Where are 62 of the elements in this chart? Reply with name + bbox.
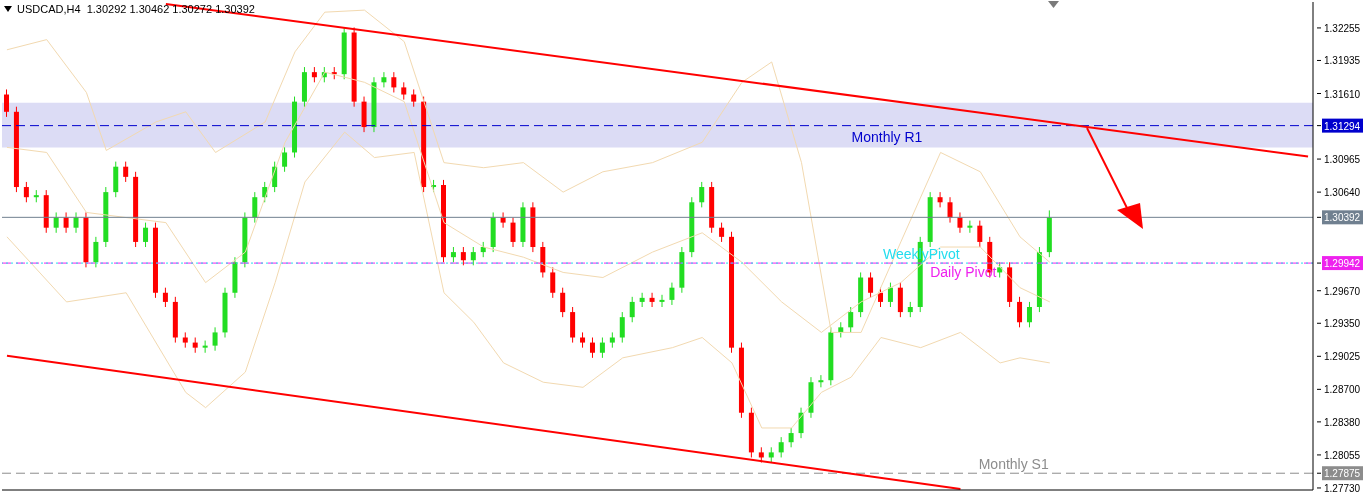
y-tick-label: 1.28700 bbox=[1324, 384, 1361, 396]
y-tick-label: 1.29942 bbox=[1324, 258, 1361, 270]
y-tick-label: 1.29670 bbox=[1324, 285, 1361, 297]
candlestick bbox=[1026, 301, 1032, 328]
y-tick-label: 1.28380 bbox=[1324, 416, 1361, 428]
y-tick-label: 1.31610 bbox=[1324, 88, 1361, 100]
y-tick-label: 1.30392 bbox=[1324, 212, 1361, 224]
y-tick-label: 1.30640 bbox=[1324, 187, 1361, 199]
candlestick bbox=[639, 292, 645, 308]
candlestick bbox=[967, 220, 973, 234]
candlestick bbox=[848, 306, 854, 333]
candlestick bbox=[868, 271, 874, 299]
candlestick bbox=[818, 374, 824, 388]
candlestick bbox=[53, 211, 59, 234]
candlestick bbox=[947, 196, 953, 224]
candlestick bbox=[887, 282, 893, 308]
y-tick-label: 1.27730 bbox=[1324, 482, 1361, 494]
y-tick-label: 1.32255 bbox=[1324, 22, 1361, 34]
candlestick bbox=[143, 222, 149, 248]
candlestick bbox=[629, 296, 635, 323]
candlestick bbox=[381, 71, 387, 88]
candlestick bbox=[659, 294, 665, 308]
candlestick bbox=[788, 427, 794, 448]
candlestick bbox=[977, 220, 983, 248]
ref-line-label: Monthly S1 bbox=[978, 456, 1049, 473]
ref-line-label: Monthly R1 bbox=[851, 128, 923, 145]
candlestick bbox=[669, 282, 675, 306]
candlestick bbox=[123, 161, 129, 183]
candlestick bbox=[162, 287, 168, 308]
candlestick bbox=[1017, 296, 1023, 328]
candlestick bbox=[510, 217, 516, 248]
candlestick bbox=[937, 191, 943, 208]
candlestick bbox=[202, 340, 208, 354]
candlestick bbox=[599, 337, 605, 359]
candlestick bbox=[470, 246, 476, 266]
candlestick bbox=[699, 181, 705, 208]
candlestick bbox=[93, 236, 99, 268]
candlestick bbox=[957, 211, 963, 234]
y-tick-label: 1.29025 bbox=[1324, 351, 1361, 363]
candlestick bbox=[560, 287, 566, 318]
y-tick-label: 1.27875 bbox=[1324, 468, 1361, 480]
y-tick-label: 1.31935 bbox=[1324, 55, 1361, 67]
candlestick bbox=[460, 246, 466, 266]
candlestick bbox=[550, 266, 556, 299]
candlestick bbox=[212, 326, 218, 352]
candlestick bbox=[391, 71, 397, 93]
candlestick bbox=[619, 311, 625, 344]
candlestick bbox=[73, 211, 79, 234]
line-series bbox=[6, 131, 1051, 429]
y-tick-label: 1.29350 bbox=[1324, 318, 1361, 330]
candlestick bbox=[23, 181, 29, 203]
y-tick-label: 1.31294 bbox=[1324, 120, 1361, 132]
y-tick-label: 1.28055 bbox=[1324, 449, 1361, 461]
y-tick-label: 1.30965 bbox=[1324, 154, 1361, 166]
candlestick bbox=[589, 337, 595, 359]
candlestick bbox=[4, 88, 9, 118]
candlestick bbox=[719, 222, 725, 243]
candlestick bbox=[252, 191, 258, 224]
candlestick bbox=[282, 146, 288, 173]
candlestick bbox=[778, 436, 784, 458]
candlestick bbox=[63, 211, 69, 234]
candlestick bbox=[649, 292, 655, 308]
